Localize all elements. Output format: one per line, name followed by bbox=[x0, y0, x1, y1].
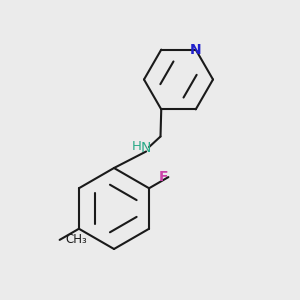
Text: CH₃: CH₃ bbox=[65, 233, 87, 246]
Text: F: F bbox=[159, 170, 169, 184]
Text: N: N bbox=[190, 43, 202, 57]
Text: N: N bbox=[141, 142, 151, 155]
Text: H: H bbox=[132, 140, 142, 153]
